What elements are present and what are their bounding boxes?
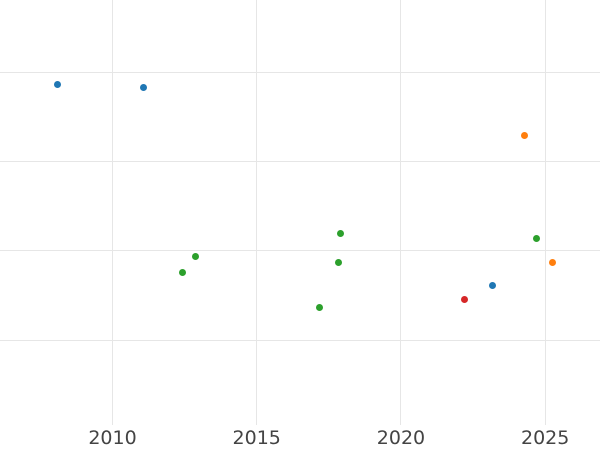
data-point-series-orange [520, 131, 528, 139]
data-point-series-blue [489, 282, 497, 290]
x-tick-label: 2025 [521, 427, 570, 449]
data-point-series-blue [139, 83, 147, 91]
gridline-vertical [400, 0, 402, 425]
data-point-series-green [316, 304, 324, 312]
gridline-horizontal [0, 161, 600, 163]
gridline-horizontal [0, 250, 600, 252]
data-point-series-green [179, 268, 187, 276]
x-tick-label: 2015 [232, 427, 281, 449]
x-tick-label: 2010 [88, 427, 137, 449]
gridline-vertical [544, 0, 546, 425]
plot-area [0, 0, 600, 425]
data-point-series-green [191, 252, 199, 260]
gridline-vertical [256, 0, 258, 425]
x-axis: 2010 2015 2020 2025 [0, 425, 600, 450]
gridline-vertical [112, 0, 113, 425]
x-tick-label: 2020 [376, 427, 426, 449]
data-point-series-orange [549, 259, 557, 267]
data-point-series-green [533, 235, 541, 243]
data-point-series-green [334, 259, 342, 267]
data-point-series-red [460, 296, 468, 304]
gridline-horizontal [0, 339, 600, 341]
data-point-series-blue [53, 81, 61, 89]
gridline-horizontal [0, 72, 600, 74]
data-point-series-green [336, 229, 344, 237]
